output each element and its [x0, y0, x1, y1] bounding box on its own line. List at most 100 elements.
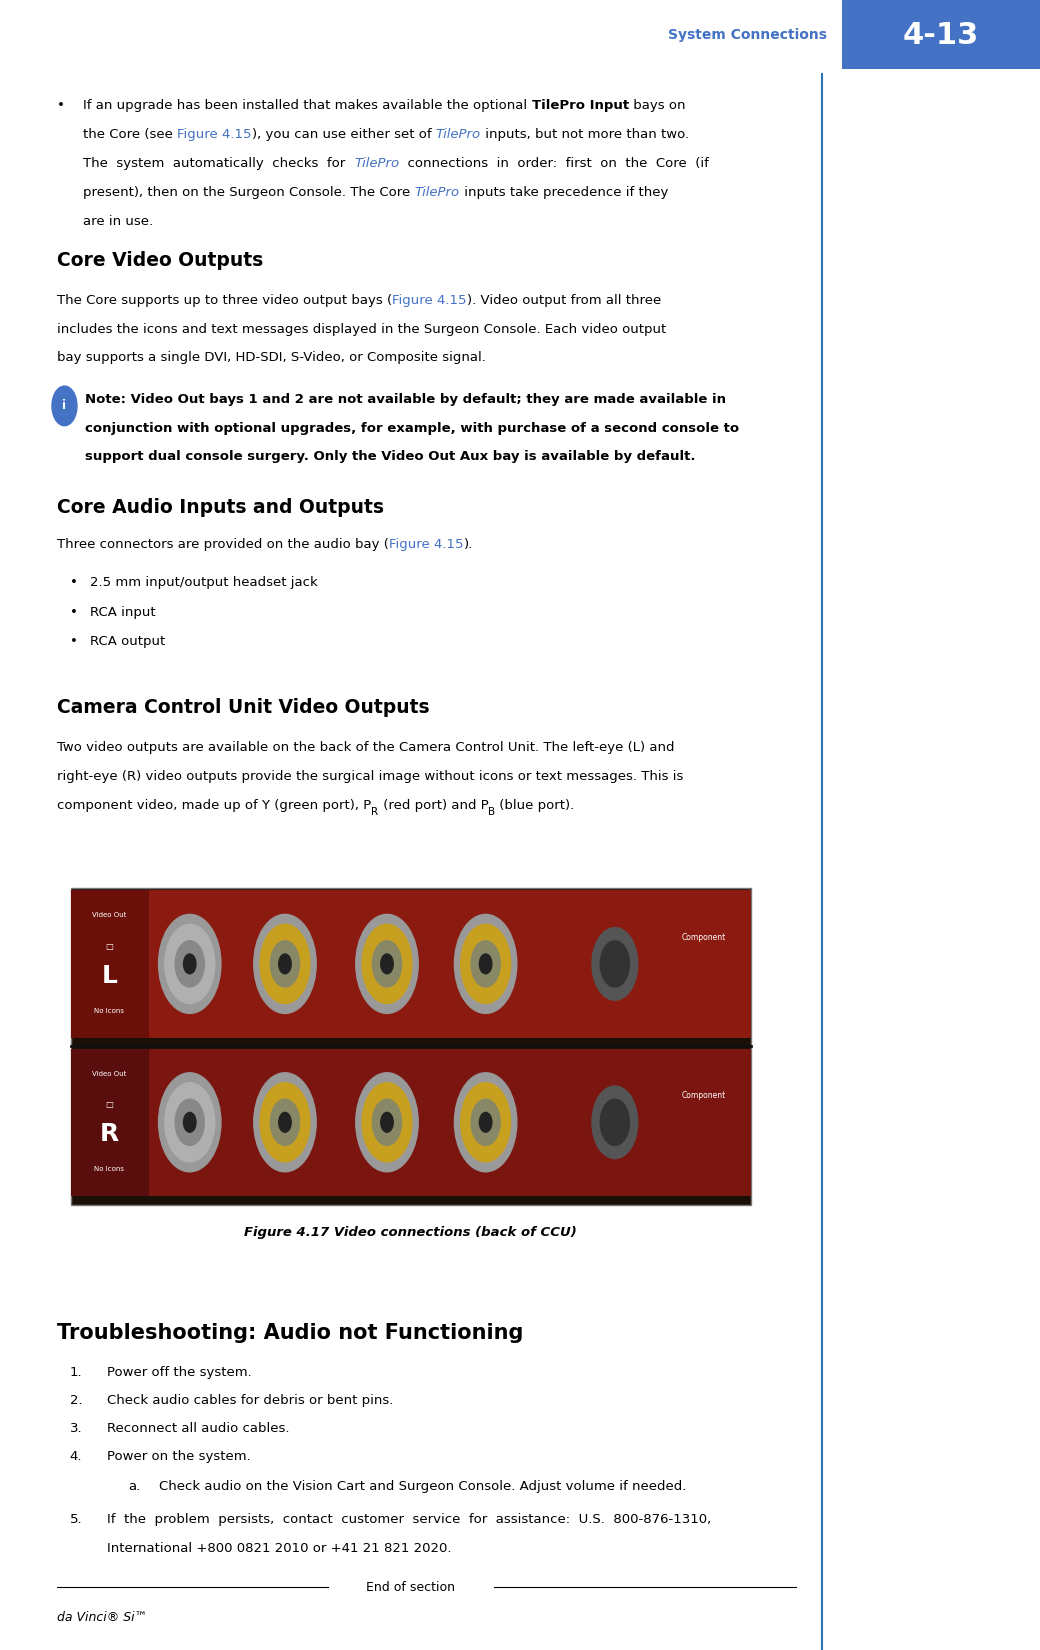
Circle shape: [175, 1099, 204, 1145]
Text: International +800 0821 2010 or +41 21 821 2020.: International +800 0821 2010 or +41 21 8…: [107, 1541, 451, 1554]
Text: Camera Control Unit Video Outputs: Camera Control Unit Video Outputs: [57, 698, 430, 718]
Text: TilePro: TilePro: [436, 129, 480, 140]
Circle shape: [254, 914, 316, 1013]
Text: 2.: 2.: [70, 1394, 82, 1407]
Text: right-eye (R) video outputs provide the surgical image without icons or text mes: right-eye (R) video outputs provide the …: [57, 769, 683, 782]
Text: No Icons: No Icons: [95, 1167, 125, 1173]
Text: bay supports a single DVI, HD-SDI, S-Video, or Composite signal.: bay supports a single DVI, HD-SDI, S-Vid…: [57, 351, 486, 365]
Text: Troubleshooting: Audio not Functioning: Troubleshooting: Audio not Functioning: [57, 1323, 523, 1343]
Circle shape: [270, 940, 300, 987]
Text: 1.: 1.: [70, 1366, 82, 1379]
Circle shape: [454, 914, 517, 1013]
Circle shape: [362, 924, 412, 1003]
Text: End of section: End of section: [366, 1581, 456, 1594]
Text: Video Out: Video Out: [93, 912, 127, 919]
Text: System Connections: System Connections: [668, 28, 827, 43]
Text: Figure 4.15: Figure 4.15: [178, 129, 252, 140]
Text: □: □: [105, 1101, 113, 1109]
Text: TilePro Input: TilePro Input: [531, 99, 629, 112]
Circle shape: [270, 1099, 300, 1145]
Circle shape: [164, 1082, 214, 1162]
Circle shape: [381, 954, 393, 974]
Bar: [71, 1049, 149, 1196]
Circle shape: [600, 940, 629, 987]
Text: Reconnect all audio cables.: Reconnect all audio cables.: [107, 1422, 289, 1436]
Text: RCA input: RCA input: [90, 606, 156, 619]
Text: •: •: [70, 576, 78, 589]
Circle shape: [372, 940, 401, 987]
Circle shape: [362, 1082, 412, 1162]
Circle shape: [158, 914, 220, 1013]
Text: Note: Video Out bays 1 and 2 are not available by default; they are made availab: Note: Video Out bays 1 and 2 are not ava…: [85, 393, 726, 406]
Text: Power off the system.: Power off the system.: [107, 1366, 252, 1379]
Text: a.: a.: [128, 1480, 140, 1493]
Text: Power on the system.: Power on the system.: [107, 1450, 251, 1464]
Text: □: □: [105, 942, 113, 950]
Circle shape: [461, 924, 511, 1003]
Text: Core Audio Inputs and Outputs: Core Audio Inputs and Outputs: [57, 498, 384, 518]
Text: Video Out: Video Out: [93, 1071, 127, 1077]
Text: ), you can use either set of: ), you can use either set of: [252, 129, 436, 140]
Circle shape: [279, 1112, 291, 1132]
Circle shape: [254, 1072, 316, 1172]
Circle shape: [183, 1112, 196, 1132]
Text: Three connectors are provided on the audio bay (: Three connectors are provided on the aud…: [57, 538, 389, 551]
Bar: [71, 1049, 751, 1196]
Text: Figure 4.15: Figure 4.15: [389, 538, 464, 551]
Text: No Icons: No Icons: [95, 1008, 125, 1015]
Text: ).: ).: [464, 538, 473, 551]
Circle shape: [356, 914, 418, 1013]
Text: component video, made up of Y (green port), P: component video, made up of Y (green por…: [57, 799, 371, 812]
Text: If an upgrade has been installed that makes available the optional: If an upgrade has been installed that ma…: [83, 99, 531, 112]
Bar: [71, 891, 751, 1038]
Text: the Core (see: the Core (see: [83, 129, 178, 140]
Circle shape: [260, 924, 310, 1003]
Bar: [842, 0, 1040, 69]
Circle shape: [164, 924, 214, 1003]
Text: If  the  problem  persists,  contact  customer  service  for  assistance:  U.S. : If the problem persists, contact custome…: [107, 1513, 711, 1526]
Circle shape: [454, 1072, 517, 1172]
Text: R: R: [371, 807, 379, 817]
Text: Check audio on the Vision Cart and Surgeon Console. Adjust volume if needed.: Check audio on the Vision Cart and Surge…: [159, 1480, 686, 1493]
Text: L: L: [102, 964, 118, 988]
Text: RCA output: RCA output: [90, 635, 165, 648]
Circle shape: [479, 954, 492, 974]
Text: TilePro: TilePro: [354, 157, 399, 170]
Text: Figure 4.15: Figure 4.15: [392, 294, 467, 307]
Text: support dual console surgery. Only the Video Out Aux bay is available by default: support dual console surgery. Only the V…: [85, 450, 696, 464]
Text: 4.: 4.: [70, 1450, 82, 1464]
Text: da Vinci® Si™: da Vinci® Si™: [57, 1610, 148, 1624]
Text: 3.: 3.: [70, 1422, 82, 1436]
Text: TilePro: TilePro: [415, 186, 460, 198]
Text: conjunction with optional upgrades, for example, with purchase of a second conso: conjunction with optional upgrades, for …: [85, 421, 739, 434]
Circle shape: [260, 1082, 310, 1162]
Text: Component: Component: [681, 1091, 725, 1101]
Text: inputs, but not more than two.: inputs, but not more than two.: [480, 129, 688, 140]
Circle shape: [175, 940, 204, 987]
Text: inputs take precedence if they: inputs take precedence if they: [460, 186, 669, 198]
Text: 5.: 5.: [70, 1513, 82, 1526]
Text: •: •: [70, 635, 78, 648]
Circle shape: [592, 927, 638, 1000]
Circle shape: [471, 1099, 500, 1145]
Text: Core Video Outputs: Core Video Outputs: [57, 251, 263, 271]
Text: connections  in  order:  first  on  the  Core  (if: connections in order: first on the Core …: [399, 157, 709, 170]
Text: R: R: [100, 1122, 120, 1147]
Text: (red port) and P: (red port) and P: [379, 799, 489, 812]
Text: The  system  automatically  checks  for: The system automatically checks for: [83, 157, 354, 170]
Circle shape: [479, 1112, 492, 1132]
Text: (blue port).: (blue port).: [495, 799, 575, 812]
Text: •: •: [57, 99, 66, 112]
Text: i: i: [62, 399, 67, 412]
Text: B: B: [489, 807, 495, 817]
Circle shape: [600, 1099, 629, 1145]
Circle shape: [158, 1072, 220, 1172]
Text: present), then on the Surgeon Console. The Core: present), then on the Surgeon Console. T…: [83, 186, 415, 198]
Text: are in use.: are in use.: [83, 214, 153, 228]
Text: •: •: [70, 606, 78, 619]
Circle shape: [381, 1112, 393, 1132]
Circle shape: [183, 954, 196, 974]
Bar: [71, 891, 149, 1038]
Circle shape: [592, 1086, 638, 1158]
Bar: [71, 888, 751, 1204]
